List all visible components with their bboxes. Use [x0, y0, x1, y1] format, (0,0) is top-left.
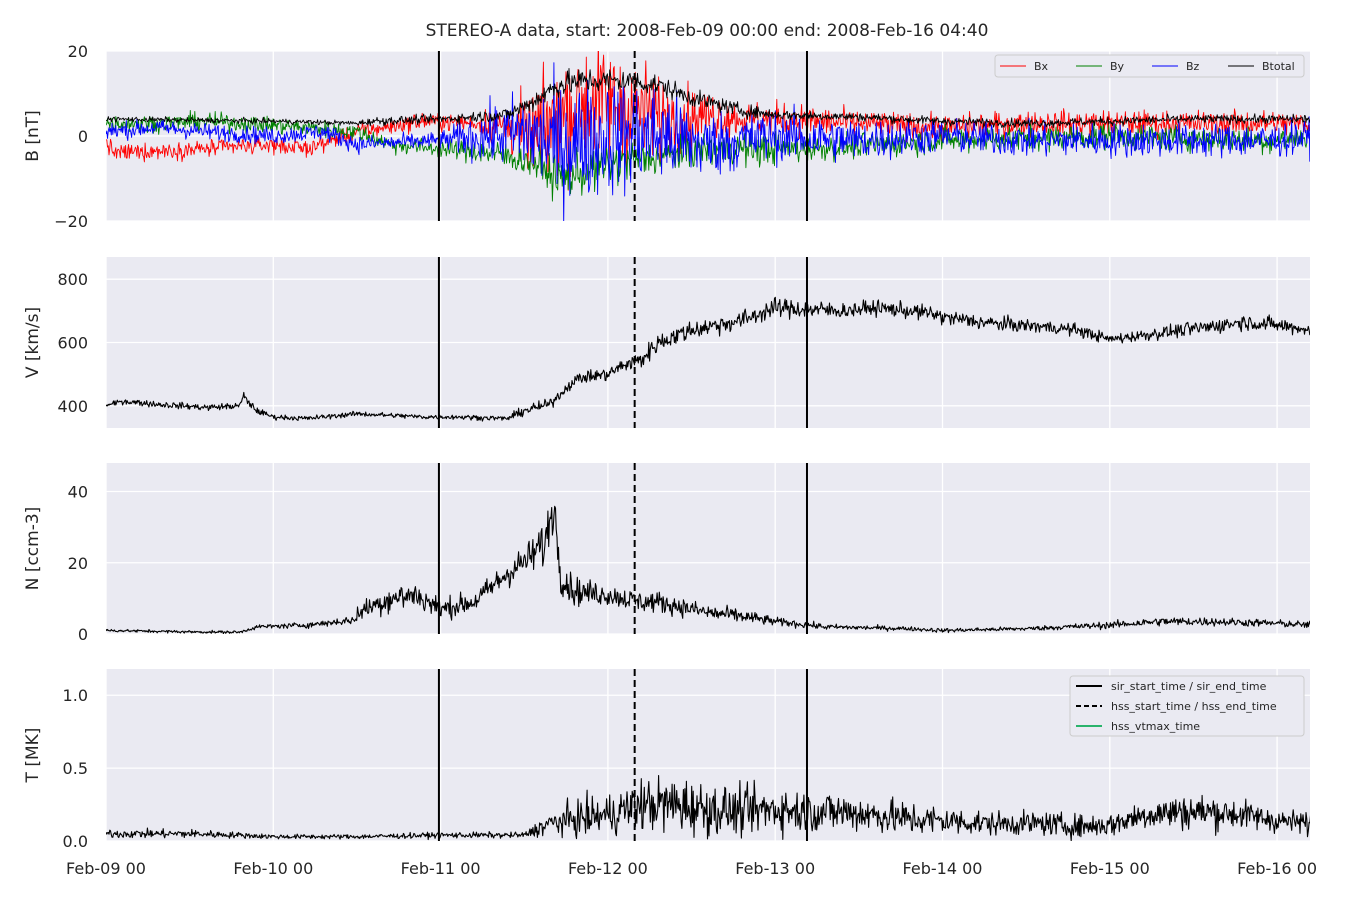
y-tick-label: −20	[54, 212, 88, 231]
y-axis-label: N [ccm-3]	[23, 507, 43, 591]
panel-3: 0.0 0.5 1.0 T [MK] sir_start_time / sir_end_…	[23, 669, 1310, 851]
series-group	[106, 505, 1310, 634]
legend-label: hss_start_time / hss_end_time	[1111, 700, 1277, 713]
y-tick-label: 0	[78, 127, 88, 146]
y-tick-label: 20	[68, 554, 88, 573]
series-line-v	[106, 296, 1310, 422]
x-tick-label: Feb-14 00	[903, 859, 983, 878]
series-line-by	[106, 109, 1310, 202]
series-group	[106, 296, 1310, 422]
y-tick-label: 800	[57, 270, 88, 289]
panel-0: −20 0 20 B [nT] Bx By Bz Btotal	[23, 42, 1310, 231]
x-tick-label: Feb-11 00	[401, 859, 481, 878]
x-tick-label: Feb-09 00	[66, 859, 146, 878]
chart-title: STEREO-A data, start: 2008-Feb-09 00:00 …	[426, 21, 989, 41]
series-line-bz	[106, 62, 1310, 221]
x-tick-labels: Feb-09 00 Feb-10 00 Feb-11 00 Feb-12 00 Feb-…	[66, 859, 1317, 878]
b-legend: Bx By Bz Btotal	[994, 54, 1305, 78]
y-tick-label: 400	[57, 397, 88, 416]
x-tick-label: Feb-16 00	[1237, 859, 1317, 878]
y-axis-label: B [nT]	[23, 110, 43, 162]
panel-2: 0 20 40 N [ccm-3]	[23, 463, 1310, 644]
y-tick-label: 1.0	[63, 686, 88, 705]
legend-label: Bx	[1034, 60, 1049, 73]
legend-label: hss_vtmax_time	[1111, 720, 1200, 733]
series-line-t	[106, 774, 1310, 841]
legend-label: sir_start_time / sir_end_time	[1111, 680, 1267, 693]
series-line-n	[106, 505, 1310, 634]
x-tick-label: Feb-10 00	[233, 859, 313, 878]
legend-label: Btotal	[1262, 60, 1295, 73]
y-tick-label: 20	[68, 42, 88, 61]
legend-box	[994, 54, 1305, 78]
y-axis-label: V [km/s]	[23, 307, 43, 378]
legend-label: By	[1110, 60, 1125, 73]
legend-label: Bz	[1186, 60, 1200, 73]
panel-1: 400 600 800 V [km/s]	[23, 257, 1310, 428]
series-group	[106, 774, 1310, 841]
series-line-bx	[106, 51, 1310, 191]
x-tick-label: Feb-13 00	[735, 859, 815, 878]
y-tick-label: 0	[78, 625, 88, 644]
series-group	[106, 51, 1310, 221]
y-tick-label: 0.0	[63, 832, 88, 851]
y-axis-label: T [MK]	[23, 728, 43, 784]
y-tick-label: 40	[68, 483, 88, 502]
x-tick-label: Feb-12 00	[568, 859, 648, 878]
x-tick-label: Feb-15 00	[1070, 859, 1150, 878]
series-line-btotal	[106, 68, 1310, 129]
y-tick-label: 0.5	[63, 759, 88, 778]
event-legend: sir_start_time / sir_end_time hss_start_t…	[1069, 675, 1305, 737]
y-tick-label: 600	[57, 334, 88, 353]
legend-box	[1069, 675, 1305, 737]
